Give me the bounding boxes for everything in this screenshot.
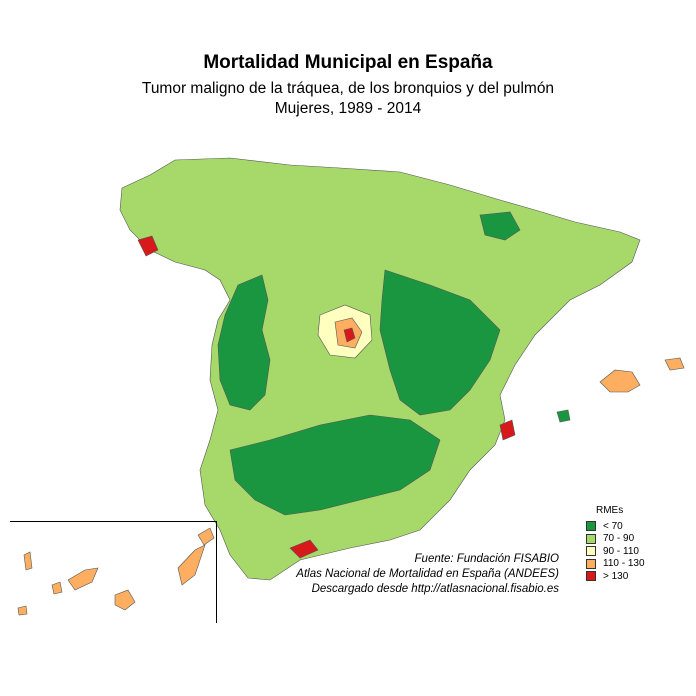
tenerife-region <box>67 567 99 591</box>
legend-title: RMEs <box>596 505 624 516</box>
legend-item: < 70 <box>586 520 645 533</box>
menorca-region <box>664 357 685 371</box>
ibiza-region <box>556 409 571 423</box>
source-line: Atlas Nacional de Mortalidad en España (… <box>296 568 559 580</box>
low-mortality-north-east-region <box>479 211 521 241</box>
legend-item: 70 - 90 <box>586 533 645 546</box>
legend-label: > 130 <box>603 570 629 582</box>
map-period: Mujeres, 1989 - 2014 <box>274 100 422 117</box>
galicia-coast-high-region <box>137 235 159 257</box>
legend-swatch <box>586 558 596 569</box>
low-mortality-west-region <box>217 274 271 411</box>
source-line: Fuente: Fundación FISABIO <box>414 553 559 565</box>
madrid-core-region <box>343 327 356 343</box>
gran-canaria-region <box>114 589 136 611</box>
legend-item: 90 - 110 <box>586 545 645 558</box>
la-palma-region <box>23 551 33 571</box>
canary-inset-frame <box>10 521 217 623</box>
legend-label: 110 - 130 <box>603 558 645 570</box>
legend-swatch <box>586 521 596 532</box>
el-hierro-region <box>17 605 28 616</box>
source-note: Fuente: Fundación FISABIO Atlas Nacional… <box>296 552 559 597</box>
balearic-islands-region <box>599 369 641 393</box>
source-line: Descargado desde http://atlasnacional.fi… <box>311 583 559 595</box>
low-mortality-south-region <box>229 414 441 516</box>
legend-swatch <box>586 533 596 544</box>
la-gomera-region <box>51 581 63 595</box>
legend-swatch <box>586 546 596 557</box>
low-mortality-east-region <box>379 269 501 416</box>
malaga-high-region <box>289 539 319 559</box>
map-title: Mortalidad Municipal en España <box>203 52 493 73</box>
legend-label: 70 - 90 <box>603 533 635 545</box>
legend-item: > 130 <box>586 570 645 583</box>
legend-item: 110 - 130 <box>586 558 645 571</box>
peninsula-region <box>119 157 641 581</box>
legend-swatch <box>586 571 596 582</box>
legend-label: 90 - 110 <box>603 545 639 557</box>
legend-label: < 70 <box>603 520 623 532</box>
legend: RMEs < 70 70 - 90 90 - 110 110 - 130 > 1… <box>586 505 645 583</box>
map-subtitle: Tumor maligno de la tráquea, de los bron… <box>141 80 555 97</box>
lanzarote-region <box>197 527 215 546</box>
valencia-high-region <box>499 419 516 441</box>
fuerteventura-region <box>177 544 206 586</box>
